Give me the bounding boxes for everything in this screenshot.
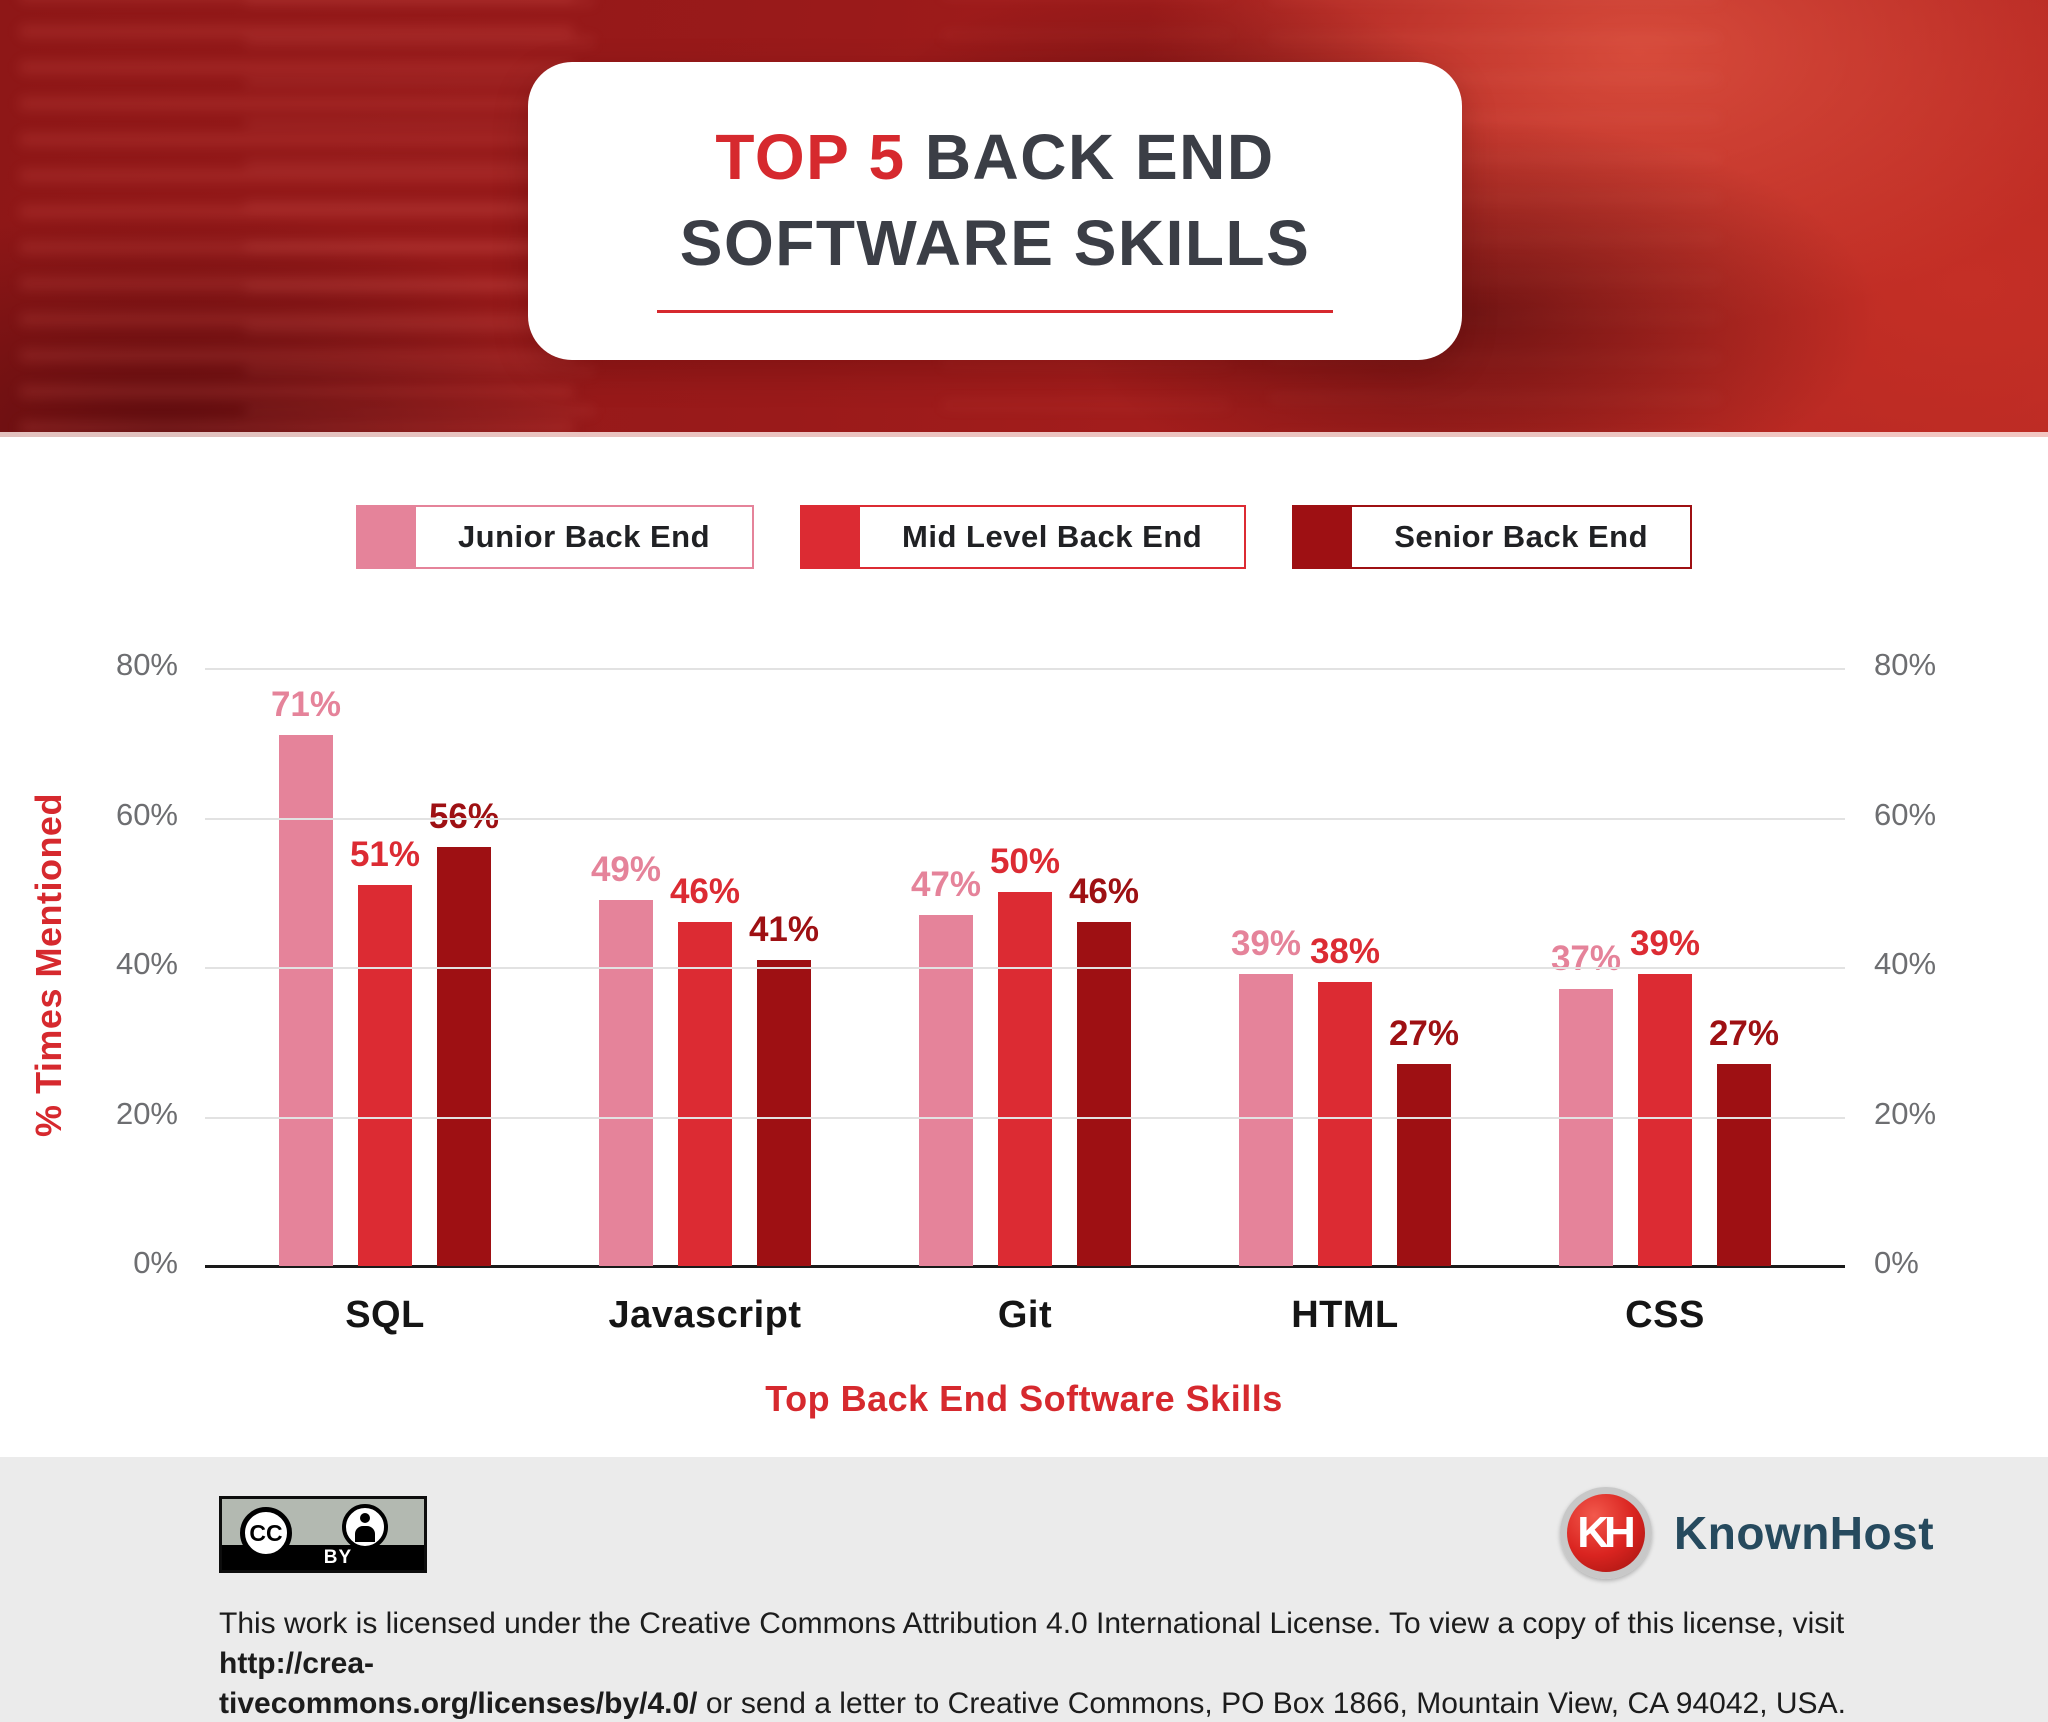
title-underline: [657, 310, 1333, 313]
legend-swatch: [800, 505, 859, 569]
knownhost-logo: KH KnownHost: [1560, 1487, 1934, 1579]
y-tick-label: 40%: [1874, 946, 1937, 981]
bar-value-label: 41%: [748, 909, 820, 949]
bar-value-label: 51%: [349, 834, 421, 874]
category-label: HTML: [1291, 1294, 1399, 1336]
category-label: CSS: [1625, 1294, 1705, 1336]
header-banner: TOP 5 BACK END SOFTWARE SKILLS: [0, 0, 2048, 437]
bars: 71% 51% 56% 49% 46% 41% 47% 50% 46% 39% 38% 27% 37% 3…: [205, 668, 1845, 1266]
bar-value-label: 46%: [669, 872, 741, 912]
legend-label: Senior Back End: [1394, 519, 1649, 554]
bar: 56%: [429, 797, 499, 1266]
title-accent: TOP 5: [715, 121, 906, 193]
gridline: [205, 817, 1845, 820]
bar: 41%: [749, 910, 819, 1266]
legend-item: Junior Back End: [355, 505, 755, 569]
y-axis-ticks-left: 80% 60% 40% 20% 0%: [38, 647, 178, 1280]
legend-label-box: Senior Back End: [1350, 505, 1693, 569]
bar: 39%: [1630, 924, 1700, 1266]
bar-group-javascript: 49% 46% 41%: [591, 668, 819, 1266]
bar-value-label: 50%: [989, 842, 1061, 882]
bar: 27%: [1389, 1014, 1459, 1266]
y-tick-label: 80%: [1874, 647, 1937, 682]
footer: BY CC KH KnownHost This work is licensed…: [0, 1457, 2048, 1722]
cc-by-strip: BY: [222, 1545, 424, 1570]
plot-area: 71% 51% 56% 49% 46% 41% 47% 50% 46% 39% 38% 27% 37% 3…: [205, 668, 1845, 1268]
legend-label-box: Mid Level Back End: [858, 505, 1247, 569]
legend-label: Junior Back End: [457, 519, 711, 554]
bar-group-html: 39% 38% 27%: [1231, 668, 1459, 1266]
bar: 46%: [1069, 872, 1139, 1266]
bar-value-label: 37%: [1550, 939, 1622, 979]
bar-value-label: 49%: [590, 849, 662, 889]
bar: 38%: [1310, 932, 1380, 1266]
legend-label: Mid Level Back End: [902, 519, 1203, 554]
bar: 39%: [1231, 924, 1301, 1266]
y-tick-label: 0%: [133, 1245, 178, 1280]
page-title: TOP 5 BACK END SOFTWARE SKILLS: [528, 114, 1462, 286]
gridline: [205, 967, 1845, 969]
cc-by-badge: BY CC: [219, 1496, 427, 1573]
bar-group-git: 47% 50% 46%: [911, 668, 1139, 1266]
category-label: Javascript: [608, 1294, 802, 1336]
y-axis-ticks-right: 80% 60% 40% 20% 0%: [1874, 647, 2014, 1280]
title-card: TOP 5 BACK END SOFTWARE SKILLS: [528, 62, 1462, 360]
bar-value-label: 47%: [910, 864, 982, 904]
bar-value-label: 56%: [428, 797, 500, 837]
bar-value-label: 27%: [1708, 1014, 1780, 1054]
bar-value-label: 39%: [1230, 924, 1302, 964]
legend-label-box: Junior Back End: [413, 505, 755, 569]
bar-value-label: 71%: [270, 685, 342, 725]
bar: 51%: [350, 835, 420, 1266]
bar-group-css: 37% 39% 27%: [1551, 668, 1779, 1266]
legend-item: Mid Level Back End: [800, 505, 1247, 569]
bar: 47%: [911, 865, 981, 1266]
y-tick-label: 40%: [115, 946, 178, 981]
legend-swatch: [355, 505, 414, 569]
cc-by-label: BY: [323, 1546, 353, 1568]
y-tick-label: 0%: [1874, 1245, 1919, 1280]
bar-value-label: 38%: [1309, 931, 1381, 971]
title-line2: SOFTWARE SKILLS: [679, 207, 1311, 279]
cc-icon: CC: [240, 1507, 292, 1559]
y-tick-label: 80%: [115, 647, 178, 682]
category-label: SQL: [345, 1294, 425, 1336]
knownhost-logo-icon: KH: [1560, 1487, 1652, 1579]
bar: 50%: [990, 842, 1060, 1266]
bar-group-sql: 71% 51% 56%: [271, 668, 499, 1266]
bar: 27%: [1709, 1014, 1779, 1266]
license-text: This work is licensed under the Creative…: [219, 1607, 1846, 1720]
bar-value-label: 39%: [1629, 924, 1701, 964]
x-axis-line: [205, 1265, 1845, 1268]
bar-value-label: 46%: [1068, 872, 1140, 912]
x-axis-title: Top Back End Software Skills: [765, 1378, 1283, 1419]
category-label: Git: [997, 1294, 1053, 1336]
gridline: [205, 1116, 1845, 1119]
title-rest: BACK END: [924, 121, 1275, 193]
y-tick-label: 20%: [115, 1095, 178, 1131]
category-labels: SQL Javascript Git HTML CSS: [205, 1294, 1845, 1337]
y-tick-label: 60%: [115, 796, 178, 832]
attribution-person-icon: [342, 1504, 388, 1550]
y-tick-label: 20%: [1874, 1095, 1937, 1131]
legend-item: Senior Back End: [1292, 505, 1693, 569]
y-tick-label: 60%: [1874, 796, 1937, 832]
bar: 71%: [271, 685, 341, 1266]
legend: Junior Back End Mid Level Back End Senior …: [0, 505, 2048, 569]
bar: 49%: [591, 850, 661, 1266]
bar: 37%: [1551, 939, 1621, 1266]
legend-swatch: [1292, 505, 1351, 569]
bar: 46%: [670, 872, 740, 1266]
bar-value-label: 27%: [1388, 1014, 1460, 1054]
gridline: [205, 668, 1845, 670]
knownhost-logo-text: KnownHost: [1674, 1507, 1935, 1559]
